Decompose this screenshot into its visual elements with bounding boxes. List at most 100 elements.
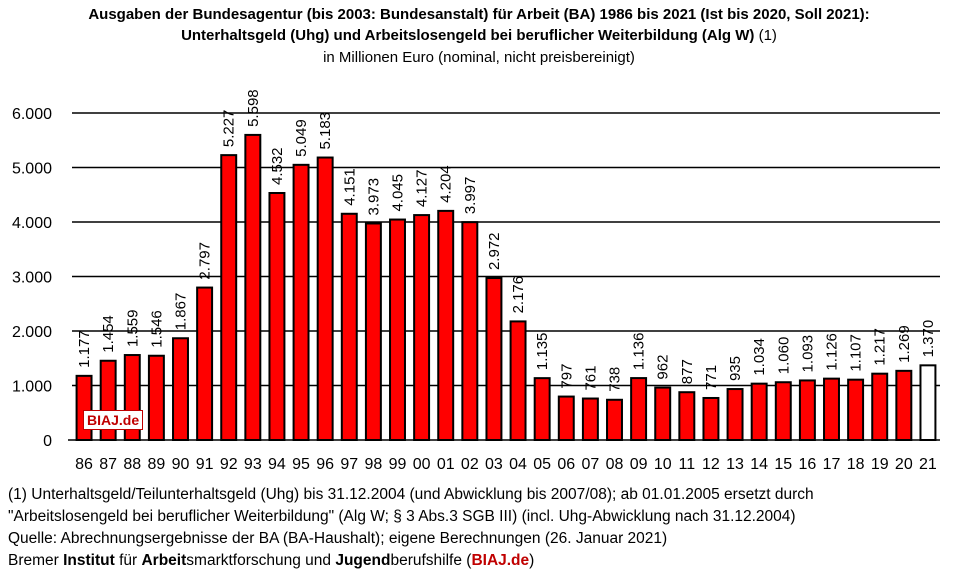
bar-00 xyxy=(413,214,431,441)
data-label-88: 1.559 xyxy=(124,309,141,347)
bar-09 xyxy=(630,377,648,442)
bar-04 xyxy=(509,320,527,441)
data-label-02: 3.997 xyxy=(462,177,479,215)
x-tick-label-21: 21 xyxy=(919,456,937,473)
x-tick-label-18: 18 xyxy=(847,456,865,473)
bar-99 xyxy=(389,218,406,441)
bar-20 xyxy=(895,369,913,442)
bar-03 xyxy=(485,277,503,441)
bar-16 xyxy=(798,379,816,441)
x-tick-label-09: 09 xyxy=(630,456,648,473)
bar-91 xyxy=(196,286,214,441)
x-tick-label-11: 11 xyxy=(679,456,696,473)
data-label-03: 2.972 xyxy=(486,232,503,270)
bar-94 xyxy=(268,192,286,441)
data-label-18: 1.107 xyxy=(848,334,865,372)
chart-title-line2-bold: Unterhaltsgeld (Uhg) und Arbeitslosengel… xyxy=(181,27,755,44)
x-tick-label-20: 20 xyxy=(895,456,913,473)
x-tick-label-16: 16 xyxy=(798,456,816,473)
x-tick-label-19: 19 xyxy=(871,456,889,473)
data-label-89: 1.546 xyxy=(148,310,165,348)
org-text: Jugend xyxy=(335,552,391,569)
x-tick-label-87: 87 xyxy=(99,456,117,473)
x-tick-label-00: 00 xyxy=(413,456,431,473)
chart-title-line2-note: (1) xyxy=(754,27,777,44)
bar-97 xyxy=(340,212,358,441)
y-tick-label: 2.000 xyxy=(12,324,52,341)
data-label-21: 1.370 xyxy=(920,320,937,358)
data-label-86: 1.177 xyxy=(76,330,93,368)
data-label-97: 4.151 xyxy=(341,168,358,206)
org-text: für xyxy=(114,552,142,569)
x-tick-label-17: 17 xyxy=(823,456,841,473)
data-label-04: 2.176 xyxy=(510,276,527,314)
org-text: Institut xyxy=(63,552,115,569)
bar-08 xyxy=(606,398,623,441)
data-label-20: 1.269 xyxy=(896,325,913,363)
org-text: Arbeit xyxy=(141,552,187,569)
y-tick-label: 4.000 xyxy=(12,215,52,232)
data-label-96: 5.183 xyxy=(317,112,334,150)
bar-90 xyxy=(172,337,189,442)
bar-chart: 1.177 1.454 1.559 1.546 1.867 2.797 5.227 5.598… xyxy=(12,89,940,473)
y-tick-label: 3.000 xyxy=(12,270,52,287)
bar-06 xyxy=(557,395,575,442)
x-tick-label-08: 08 xyxy=(606,456,624,473)
chart-title-line2: Unterhaltsgeld (Uhg) und Arbeitslosengel… xyxy=(0,27,958,44)
biaj-logo-badge: BIAJ.de xyxy=(83,410,144,430)
data-label-16: 1.093 xyxy=(799,335,816,373)
bar-98 xyxy=(364,222,382,441)
x-tick-label-04: 04 xyxy=(509,456,527,473)
data-label-13: 935 xyxy=(727,356,744,381)
y-tick-label: 5.000 xyxy=(12,161,52,178)
x-tick-label-06: 06 xyxy=(557,456,575,473)
bar-10 xyxy=(654,386,672,442)
x-tick-label-95: 95 xyxy=(292,456,310,473)
data-label-90: 1.867 xyxy=(173,293,190,331)
x-tick-label-12: 12 xyxy=(702,456,720,473)
data-label-10: 962 xyxy=(655,355,672,380)
source-note: Quelle: Abrechnungsergebnisse der BA (BA… xyxy=(8,530,668,547)
footnote-1: (1) Unterhaltsgeld/Teilunterhaltsgeld (U… xyxy=(8,486,814,503)
bar-17 xyxy=(823,377,840,441)
data-label-98: 3.973 xyxy=(365,178,382,216)
x-tick-label-88: 88 xyxy=(123,456,141,473)
x-tick-label-14: 14 xyxy=(750,456,768,473)
data-label-17: 1.126 xyxy=(824,333,841,371)
x-tick-label-97: 97 xyxy=(340,456,358,473)
bar-05 xyxy=(533,377,551,441)
x-tick-label-93: 93 xyxy=(244,456,262,473)
x-tick-label-05: 05 xyxy=(533,456,551,473)
bar-95 xyxy=(292,163,310,441)
x-tick-label-02: 02 xyxy=(461,456,479,473)
x-tick-label-86: 86 xyxy=(75,456,93,473)
data-label-06: 797 xyxy=(558,364,575,389)
bar-11 xyxy=(678,391,696,441)
x-tick-label-10: 10 xyxy=(654,456,672,473)
x-tick-label-94: 94 xyxy=(268,456,286,473)
org-text: berufshilfe ( xyxy=(390,552,472,569)
footnote-2: "Arbeitslosengeld bei beruflicher Weiter… xyxy=(8,508,796,525)
org-link[interactable]: BIAJ.de xyxy=(471,552,530,569)
y-tick-label: 1.000 xyxy=(12,379,52,396)
x-tick-label-89: 89 xyxy=(147,456,165,473)
bar-02 xyxy=(461,221,479,441)
org-text: smarktforschung und xyxy=(186,552,336,569)
data-label-91: 2.797 xyxy=(197,242,214,280)
bar-93 xyxy=(244,133,262,441)
data-label-94: 4.532 xyxy=(269,147,286,185)
org-text: Bremer xyxy=(8,552,64,569)
data-label-15: 1.060 xyxy=(775,337,792,375)
x-tick-label-01: 01 xyxy=(437,456,455,473)
data-label-99: 4.045 xyxy=(390,174,407,212)
bar-19 xyxy=(871,372,889,441)
axis: 0 1.000 2.000 3.000 4.000 5.000 6.000 86 87 88 89 9… xyxy=(12,106,940,473)
data-label-19: 1.217 xyxy=(872,328,889,366)
data-label-14: 1.034 xyxy=(751,338,768,376)
bar-96 xyxy=(316,156,334,442)
x-tick-label-98: 98 xyxy=(364,456,382,473)
data-label-12: 771 xyxy=(703,365,720,390)
organization-line: Bremer Institut für Arbeitsmarktforschun… xyxy=(8,552,534,570)
x-tick-label-13: 13 xyxy=(726,456,744,473)
x-tick-label-99: 99 xyxy=(389,456,407,473)
